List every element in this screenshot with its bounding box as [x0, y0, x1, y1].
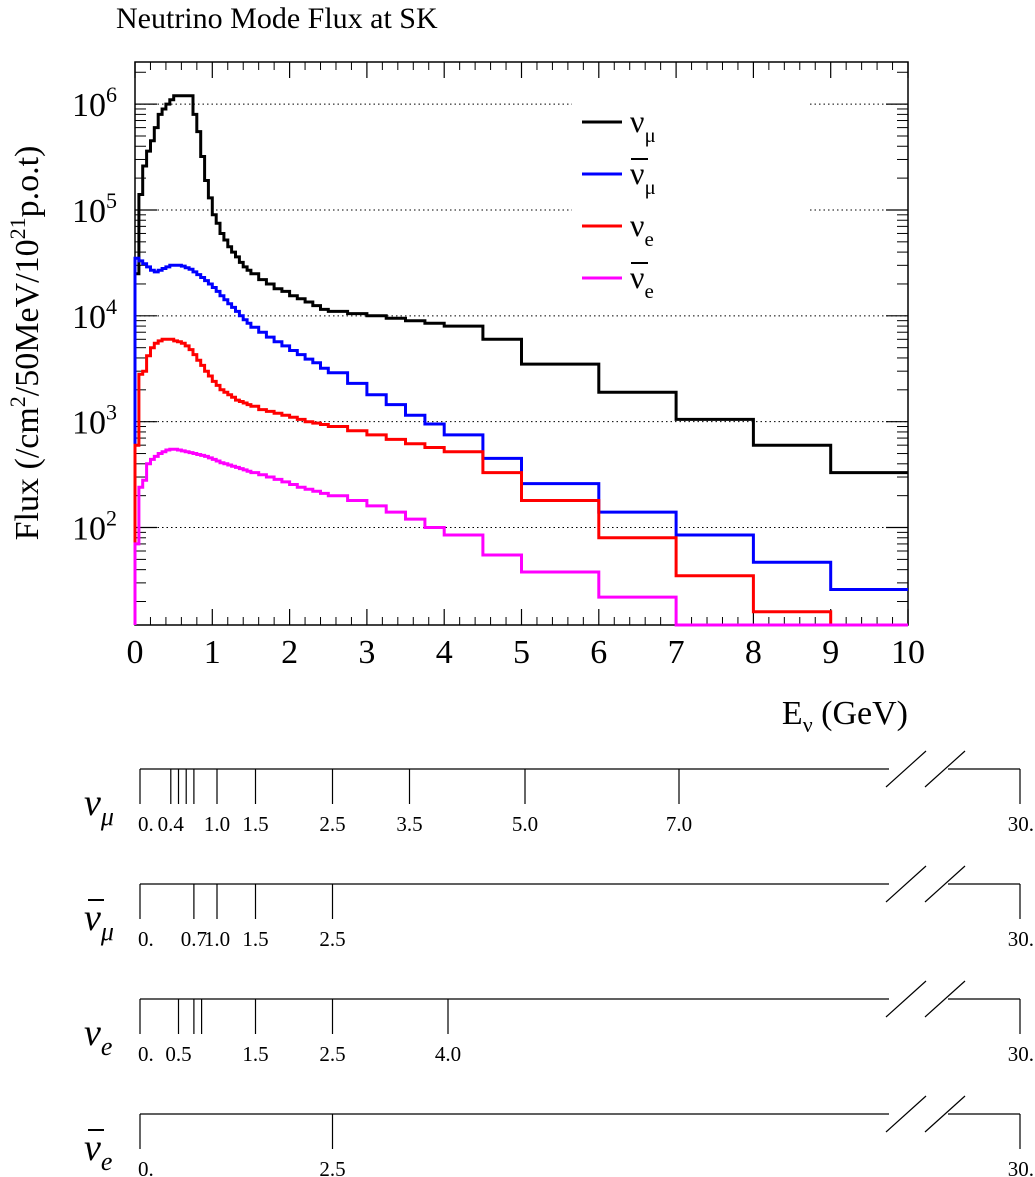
legend-box — [572, 92, 810, 302]
x-tick-label: 8 — [745, 634, 762, 671]
legend: νμ νμ νe νe — [582, 103, 656, 303]
bin-edge-label: 5.0 — [512, 812, 538, 836]
bin-edge-label: 1.5 — [242, 812, 268, 836]
x-tick-label: 5 — [513, 634, 530, 671]
y-axis-label-text: Flux (/cm — [9, 407, 46, 540]
legend-entry: νe — [630, 259, 654, 303]
x-tick-label: 3 — [358, 634, 375, 671]
y-axis-label-sup-21: 21 — [5, 217, 30, 239]
x-tick-label: 9 — [822, 634, 839, 671]
y-axis-label: Flux (/cm2/50MeV/1021p.o.t) — [5, 146, 46, 541]
binning-row: 0. 0.5 1.5 2.5 4.0 30. νe — [84, 980, 1034, 1066]
axis-break-mark — [885, 750, 927, 788]
axis-break-mark — [924, 1095, 966, 1133]
bin-edge-label: 0. — [138, 927, 154, 951]
y-tick-label: 104 — [72, 294, 117, 336]
bin-edge-label: 30. — [1008, 812, 1034, 836]
bin-edge-label: 0. — [138, 1157, 154, 1177]
bin-edge-label: 2.5 — [319, 1042, 345, 1066]
bin-edge-label: 7.0 — [666, 812, 692, 836]
bin-edge-label: 0.5 — [165, 1042, 191, 1066]
bin-edge-label: 1.0 — [204, 927, 230, 951]
bin-edge-label: 30. — [1008, 1157, 1034, 1177]
y-tick-label: 105 — [72, 188, 117, 230]
y-axis-label-text-3: p.o.t) — [9, 146, 46, 218]
chart-title: Neutrino Mode Flux at SK — [116, 2, 438, 35]
binning-row-label: νe — [84, 1012, 112, 1061]
x-tick-label: 7 — [668, 634, 685, 671]
bin-edge-label: 30. — [1008, 927, 1034, 951]
bin-edge-label: 1.5 — [242, 1042, 268, 1066]
x-axis-label: Eν (GeV) — [782, 695, 908, 737]
bin-edge-label: 1.0 — [204, 812, 230, 836]
bin-edge-label: 30. — [1008, 1042, 1034, 1066]
binning-row: 0. 2.5 30. νe — [84, 1095, 1034, 1177]
flux-series — [133, 94, 908, 627]
axis-break-mark — [885, 1095, 927, 1133]
bin-edge-label: 3.5 — [396, 812, 422, 836]
y-tick-label: 103 — [72, 400, 117, 442]
axis-break-mark — [885, 980, 927, 1018]
y-axis-label-text-2: /50MeV/10 — [9, 239, 46, 396]
bin-edge-label: 0. — [138, 812, 154, 836]
y-axis-label-sup-2: 2 — [5, 396, 30, 407]
x-tick-label: 1 — [204, 634, 221, 671]
series-line — [133, 94, 908, 625]
bin-edge-label: 2.5 — [319, 927, 345, 951]
legend-entry: νe — [630, 207, 654, 251]
binning-row-label: νμ — [84, 782, 114, 831]
y-axis-ticks: 102 103 104 105 106 — [72, 71, 908, 603]
axis-break-mark — [924, 865, 966, 903]
series-line — [133, 337, 908, 627]
x-axis-label-unit: (GeV) — [813, 695, 908, 732]
legend-entry: νμ — [630, 103, 656, 147]
binning-row: 0. 0.71.0 1.5 2.5 30. νμ — [84, 865, 1034, 951]
y-tick-label: 102 — [72, 506, 117, 548]
x-tick-label: 0 — [127, 634, 144, 671]
binning-row-label: νμ — [84, 897, 114, 946]
bin-edge-label: 0.7 — [181, 927, 207, 951]
series-line — [133, 447, 908, 627]
y-tick-label: 106 — [72, 82, 117, 124]
binning-row-label: νe — [84, 1127, 112, 1176]
bin-edge-label: 2.5 — [319, 1157, 345, 1177]
bin-edge-label: 0.4 — [158, 812, 185, 836]
bin-edge-label: 4.0 — [435, 1042, 461, 1066]
series-line — [133, 256, 908, 625]
x-axis-label-sub: ν — [803, 712, 813, 737]
bin-edge-label: 0. — [138, 1042, 154, 1066]
binning-table: 0. 0.4 1.0 1.5 2.5 3.5 5.0 7.0 30.νμ0. 0.71.0 1.5 2… — [84, 750, 1034, 1177]
x-tick-label: 4 — [436, 634, 453, 671]
x-axis-label-e: E — [782, 695, 803, 732]
x-tick-label: 2 — [281, 634, 298, 671]
legend-background — [572, 92, 810, 302]
bin-edge-label: 2.5 — [319, 812, 345, 836]
axis-break-mark — [924, 980, 966, 1018]
bin-edge-label: 1.5 — [242, 927, 268, 951]
legend-entry: νμ — [630, 155, 656, 199]
axis-break-mark — [885, 865, 927, 903]
x-tick-label: 10 — [891, 634, 925, 671]
binning-row: 0. 0.4 1.0 1.5 2.5 3.5 5.0 7.0 30. νμ — [84, 750, 1034, 836]
axis-break-mark — [924, 750, 966, 788]
x-tick-label: 6 — [590, 634, 607, 671]
